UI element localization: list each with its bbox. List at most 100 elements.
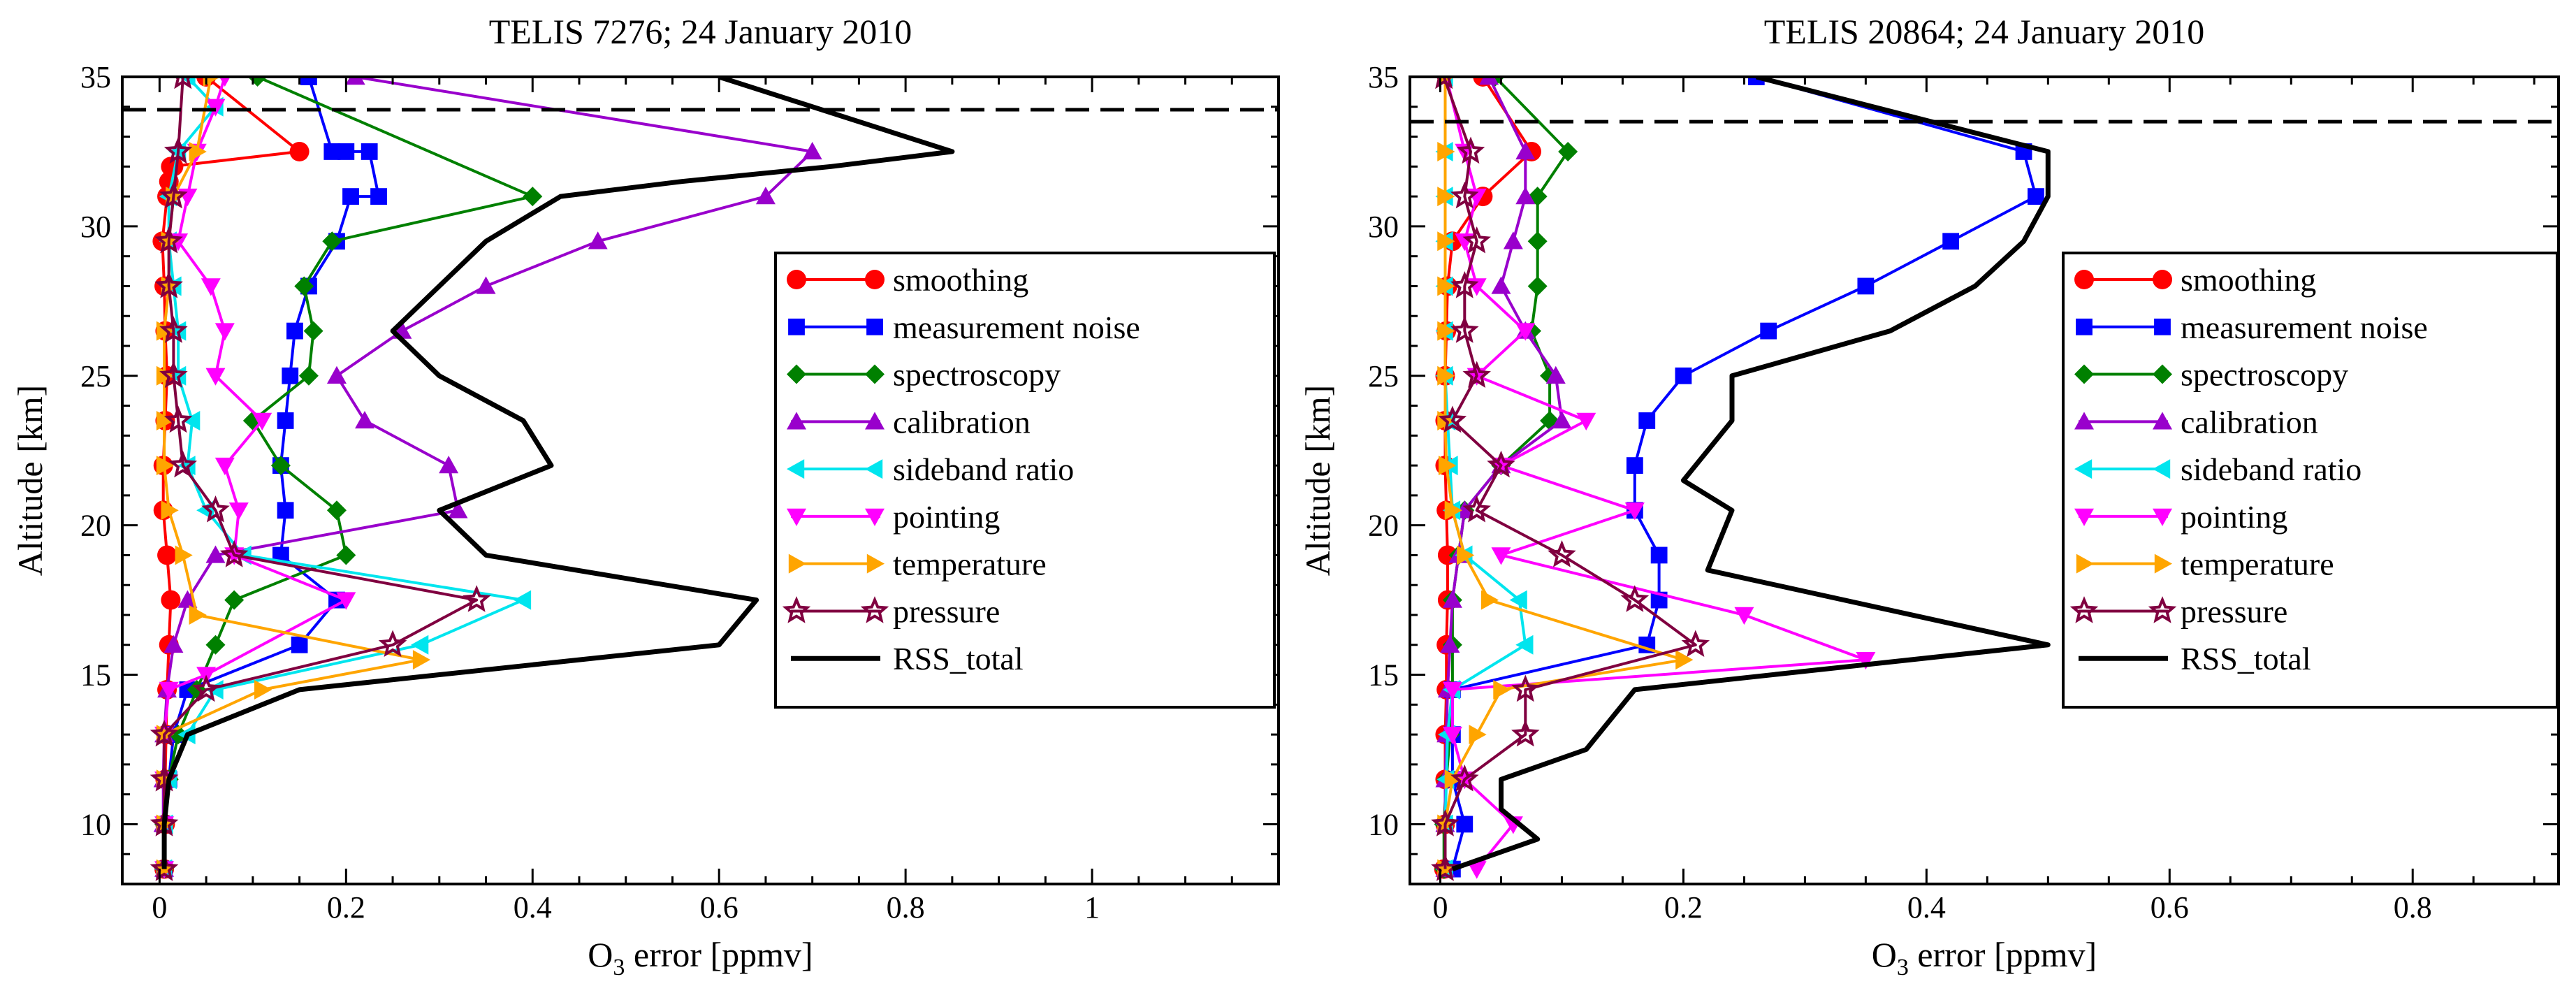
left-point-calibration — [163, 635, 184, 653]
left-point-temperature — [189, 605, 207, 625]
right-point-pressure — [1548, 540, 1576, 567]
left-legend-box — [774, 252, 1276, 709]
left-point-measurement-noise — [277, 502, 294, 519]
left-point-pressure — [174, 77, 192, 89]
right-point-pressure — [1620, 585, 1650, 612]
right-point-pointing — [1624, 502, 1645, 521]
left-line-calibration — [161, 77, 814, 869]
right-point-temperature — [1437, 276, 1455, 296]
left-legend-label-measurement-noise: measurement noise — [893, 310, 1140, 345]
left-plot-area — [150, 77, 955, 881]
right-point-temperature — [1675, 650, 1694, 670]
left-line-rss-total — [161, 77, 955, 869]
left-point-spectroscopy — [298, 365, 319, 386]
right-point-pressure — [1511, 674, 1540, 702]
left-point-pressure — [159, 361, 188, 389]
left-point-temperature — [189, 141, 207, 161]
left-legend-label-sideband-ratio: sideband ratio — [893, 451, 1074, 487]
right-point-pressure — [1487, 450, 1515, 478]
right-legend-marker-pointing — [2153, 508, 2172, 526]
left-legend-marker-sideband-ratio — [865, 459, 883, 479]
right-series-temperature — [1437, 77, 1694, 879]
left-point-pointing — [201, 278, 221, 296]
right-point-pointing — [1515, 323, 1536, 341]
right-legend-label-temperature: temperature — [2181, 546, 2334, 582]
right-legend-label-pointing: pointing — [2181, 499, 2287, 535]
right-point-measurement-noise — [1857, 277, 1875, 295]
left-y-tick-label: 10 — [80, 807, 111, 841]
left-point-pointing — [219, 77, 231, 87]
left-point-temperature — [254, 679, 272, 700]
left-point-calibration — [448, 500, 468, 519]
left-point-calibration — [326, 365, 347, 384]
left-point-measurement-noise — [300, 77, 317, 85]
right-chart-panel: 0 0.2 0.4 0.6 0.8 10 15 20 25 30 35 TELIS 20864; 24… — [1298, 12, 2560, 980]
right-x-tick-label: 0.2 — [1664, 890, 1703, 925]
left-point-measurement-noise — [277, 412, 294, 429]
left-point-temperature — [156, 410, 175, 430]
left-legend-label-pressure: pressure — [893, 593, 1000, 629]
left-point-spectroscopy — [326, 500, 347, 521]
right-legend-marker-spectroscopy — [2153, 364, 2172, 384]
right-legend-label-smoothing: smoothing — [2181, 262, 2316, 298]
left-point-temperature — [156, 456, 175, 476]
right-point-temperature — [1437, 231, 1455, 252]
left-point-measurement-noise — [370, 188, 387, 205]
left-point-calibration — [177, 590, 198, 608]
right-legend-label-rss-total: RSS_total — [2181, 641, 2311, 676]
right-x-tick-label: 0.4 — [1907, 890, 1946, 925]
right-point-calibration — [1440, 635, 1460, 653]
right-legend-label-sideband-ratio: sideband ratio — [2181, 451, 2362, 487]
left-x-tick-label: 0.4 — [514, 890, 552, 925]
left-x-tick-label: 0.2 — [327, 890, 365, 925]
left-point-temperature — [175, 545, 193, 565]
right-point-temperature — [1493, 679, 1511, 700]
right-point-temperature — [1469, 725, 1487, 745]
right-point-pressure — [1435, 77, 1453, 89]
right-point-measurement-noise — [1760, 322, 1777, 340]
left-point-pressure — [219, 540, 249, 567]
left-legend-marker-spectroscopy — [865, 364, 885, 384]
right-legend-marker-pressure — [2069, 596, 2099, 623]
left-point-calibration — [439, 456, 459, 474]
left-x-tick-label: 0 — [152, 890, 167, 925]
left-point-calibration — [355, 410, 375, 429]
left-point-smoothing — [161, 590, 181, 610]
left-point-pressure — [378, 630, 407, 658]
left-series-pointing — [154, 77, 356, 879]
left-point-calibration — [802, 141, 822, 160]
right-point-measurement-noise — [1626, 457, 1643, 474]
right-point-pressure — [1450, 271, 1479, 298]
left-point-measurement-noise — [323, 143, 341, 160]
left-legend-marker-measurement-noise — [788, 318, 805, 335]
left-legend-label-temperature: temperature — [893, 546, 1047, 582]
right-point-pointing — [1467, 861, 1487, 879]
left-legend-marker-smoothing — [865, 270, 885, 289]
left-x-axis-label: O3 error [ppmv] — [588, 935, 813, 980]
right-point-temperature — [1437, 187, 1455, 207]
left-point-pressure — [168, 450, 198, 478]
right-point-sideband-ratio — [1509, 590, 1527, 610]
right-line-rss-total — [1451, 77, 2051, 871]
right-legend-marker-pressure — [2148, 596, 2177, 623]
right-y-tick-label: 30 — [1368, 210, 1399, 244]
right-x-axis-label: O3 error [ppmv] — [1872, 935, 2097, 980]
right-legend-marker-measurement-noise — [2154, 318, 2171, 335]
left-legend-label-rss-total: RSS_total — [893, 641, 1024, 676]
right-point-calibration — [1515, 141, 1536, 160]
right-legend: smoothing measurement noise spectroscopy ca… — [2062, 252, 2559, 709]
right-point-pressure — [1450, 764, 1479, 792]
right-y-tick-label: 20 — [1368, 509, 1399, 543]
right-legend-label-spectroscopy: spectroscopy — [2181, 357, 2348, 393]
left-chart-panel: 0 0.2 0.4 0.6 0.8 1 10 15 20 25 30 35 TELIS 7276; 24… — [10, 12, 1280, 980]
right-point-measurement-noise — [1675, 367, 1692, 384]
right-y-axis-label: Altitude [km] — [1298, 385, 1337, 577]
right-point-temperature — [1437, 141, 1455, 161]
right-point-pressure — [1450, 181, 1479, 209]
left-point-pointing — [336, 592, 356, 610]
right-legend-marker-temperature — [2154, 553, 2172, 574]
right-legend-marker-spectroscopy — [2074, 364, 2094, 384]
left-point-smoothing — [157, 545, 177, 565]
left-chart-title: TELIS 7276; 24 January 2010 — [489, 12, 912, 51]
right-point-spectroscopy — [1558, 141, 1578, 161]
